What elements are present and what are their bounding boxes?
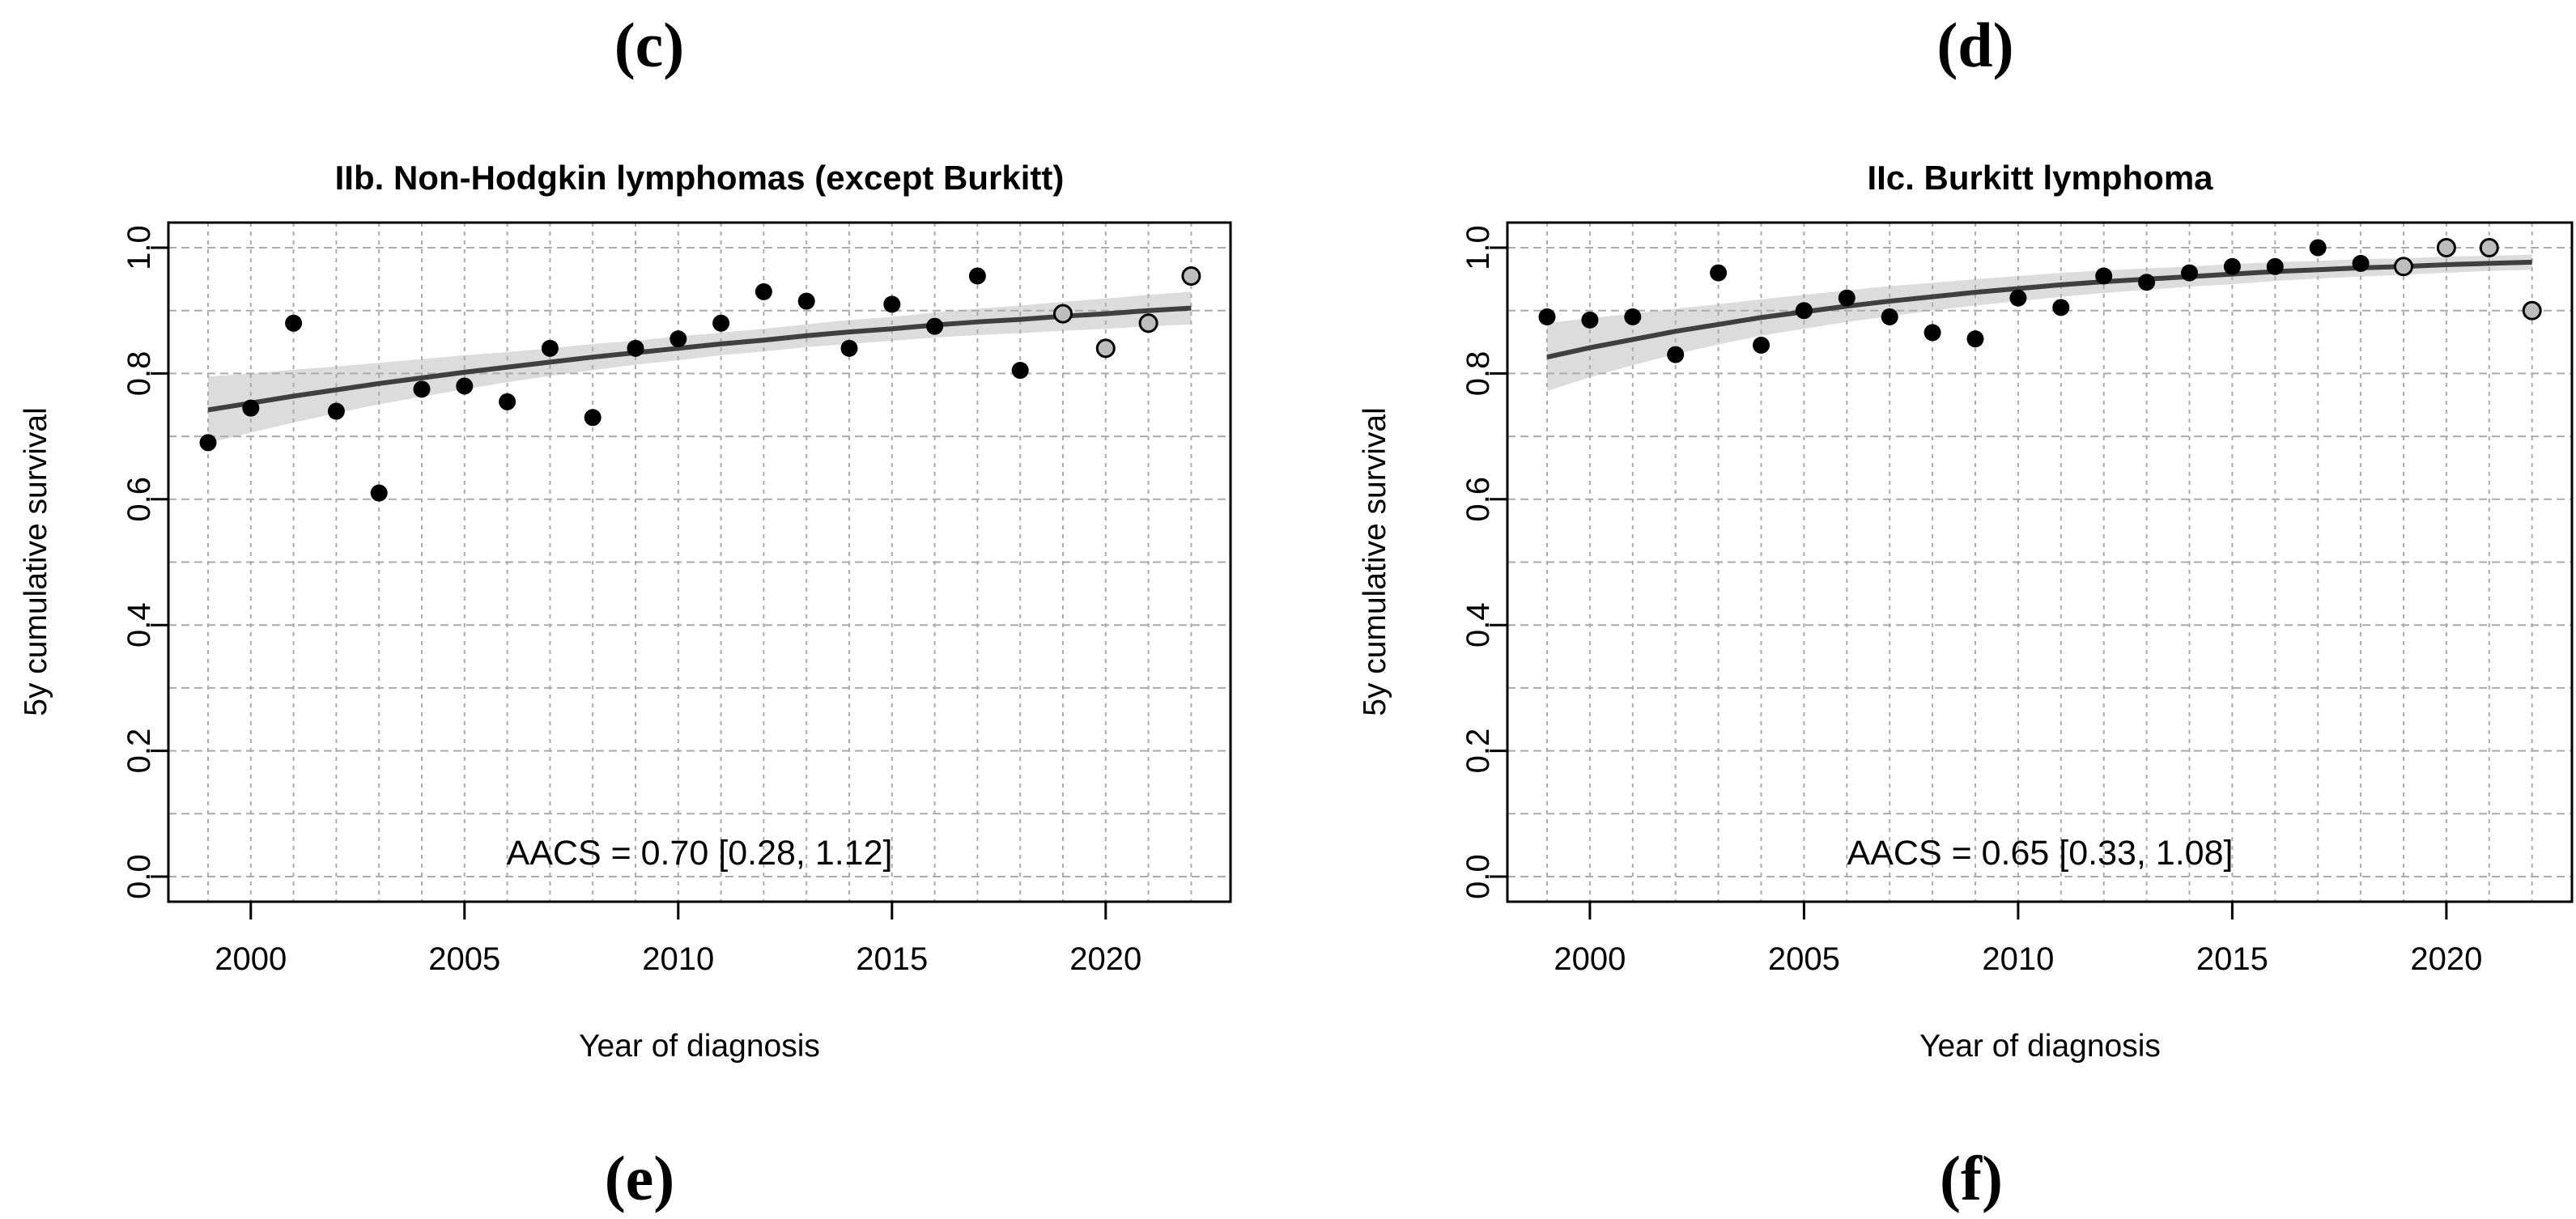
data-point-projected <box>2436 238 2456 257</box>
data-point-projected <box>2522 300 2542 321</box>
x-tick-label: 2010 <box>642 941 714 977</box>
y-tick-label: 1.0 <box>121 225 157 270</box>
y-axis-label-left: 5y cumulative survival <box>19 407 53 716</box>
data-point <box>1966 330 1984 348</box>
y-tick-label: 0.6 <box>121 477 157 522</box>
x-tick-label: 2015 <box>2196 941 2268 977</box>
y-tick-label: 0.0 <box>121 854 157 899</box>
data-point-projected <box>1053 304 1073 324</box>
panel-label-e: (e) <box>605 1143 675 1213</box>
data-point <box>840 339 858 357</box>
plot-box <box>1506 221 2574 903</box>
data-point <box>1538 308 1556 325</box>
data-point <box>327 402 345 420</box>
x-tick-label: 2020 <box>2410 941 2482 977</box>
y-tick-label: 0.0 <box>1460 854 1496 899</box>
data-point <box>712 314 730 332</box>
data-point <box>2223 257 2241 275</box>
plot-box <box>167 221 1232 903</box>
data-point <box>1795 302 1813 320</box>
x-axis-label-right: Year of diagnosis <box>1919 1029 2161 1064</box>
data-point <box>285 314 303 332</box>
x-tick-label: 2015 <box>856 941 928 977</box>
y-tick-label: 1.0 <box>1460 225 1496 270</box>
plot-panel-left: 2000 2005 2010 2015 2020 0.0 0.2 0.4 0.6 0.8 1.0 <box>121 221 1232 977</box>
data-point <box>1838 289 1855 307</box>
data-point <box>670 330 687 348</box>
y-tick-label: 0.2 <box>1460 728 1496 774</box>
plot-panel-right: 2000 2005 2010 2015 2020 0.0 0.2 0.4 0.6 0.8 1.0 <box>1460 221 2574 977</box>
data-point <box>1581 311 1599 329</box>
data-point <box>627 339 644 357</box>
data-point <box>1710 264 1728 282</box>
plot-title-left: IIb. Non-Hodgkin lymphomas (except Burki… <box>335 159 1065 197</box>
y-tick-label: 0.6 <box>1460 477 1496 522</box>
data-point <box>883 295 901 313</box>
data-point <box>2009 289 2027 307</box>
aacs-annotation-right: AACS = 0.65 [0.33, 1.08] <box>1847 834 2234 873</box>
x-tick-label: 2000 <box>1554 941 1626 977</box>
y-tick-label: 0.8 <box>1460 351 1496 397</box>
data-point <box>1624 308 1642 325</box>
x-tick-label: 2005 <box>428 941 500 977</box>
data-point <box>797 292 815 310</box>
data-point-projected <box>1181 265 1201 286</box>
data-point <box>2352 254 2370 272</box>
data-point <box>926 317 944 335</box>
data-point <box>2266 257 2284 275</box>
data-point <box>242 399 260 417</box>
data-point <box>2181 264 2198 282</box>
plot-title-right: IIc. Burkitt lymphoma <box>1867 159 2213 197</box>
x-tick-label: 2005 <box>1768 941 1840 977</box>
data-point-projected <box>1138 313 1158 333</box>
panel-label-c: (c) <box>614 10 685 80</box>
data-point <box>1011 362 1029 380</box>
x-tick-label: 2020 <box>1069 941 1141 977</box>
x-tick-label: 2010 <box>1982 941 2054 977</box>
data-point <box>968 267 986 285</box>
data-point <box>456 377 474 395</box>
data-point <box>370 484 388 502</box>
aacs-annotation-left: AACS = 0.70 [0.28, 1.12] <box>507 834 893 873</box>
data-point <box>413 380 431 398</box>
y-tick-label: 0.8 <box>121 351 157 397</box>
data-point-projected <box>1095 338 1116 359</box>
data-point-projected <box>2479 238 2499 257</box>
data-point <box>2309 239 2327 257</box>
data-point <box>2052 299 2070 316</box>
data-point-projected <box>2394 257 2413 277</box>
x-tick-label: 2000 <box>215 941 287 977</box>
panel-label-d: (d) <box>1936 10 2013 80</box>
y-tick-label: 0.4 <box>1460 602 1496 648</box>
data-point <box>1753 336 1770 354</box>
ci-band <box>208 291 1192 444</box>
ci-band <box>1547 254 2532 392</box>
data-point <box>2095 267 2113 285</box>
y-axis-label-right: 5y cumulative survival <box>1358 407 1392 716</box>
data-point <box>755 282 772 300</box>
x-axis-label-left: Year of diagnosis <box>579 1029 820 1064</box>
data-point <box>1923 324 1941 342</box>
y-tick-label: 0.2 <box>121 728 157 774</box>
data-point <box>584 409 601 427</box>
panel-label-f: (f) <box>1940 1143 2003 1213</box>
y-tick-label: 0.4 <box>121 602 157 648</box>
data-point <box>199 434 217 452</box>
trend-line <box>207 305 1192 413</box>
data-point <box>541 339 559 357</box>
data-point <box>1881 308 1898 325</box>
data-point <box>499 393 516 410</box>
data-point <box>2138 274 2156 291</box>
data-point <box>1667 346 1685 363</box>
